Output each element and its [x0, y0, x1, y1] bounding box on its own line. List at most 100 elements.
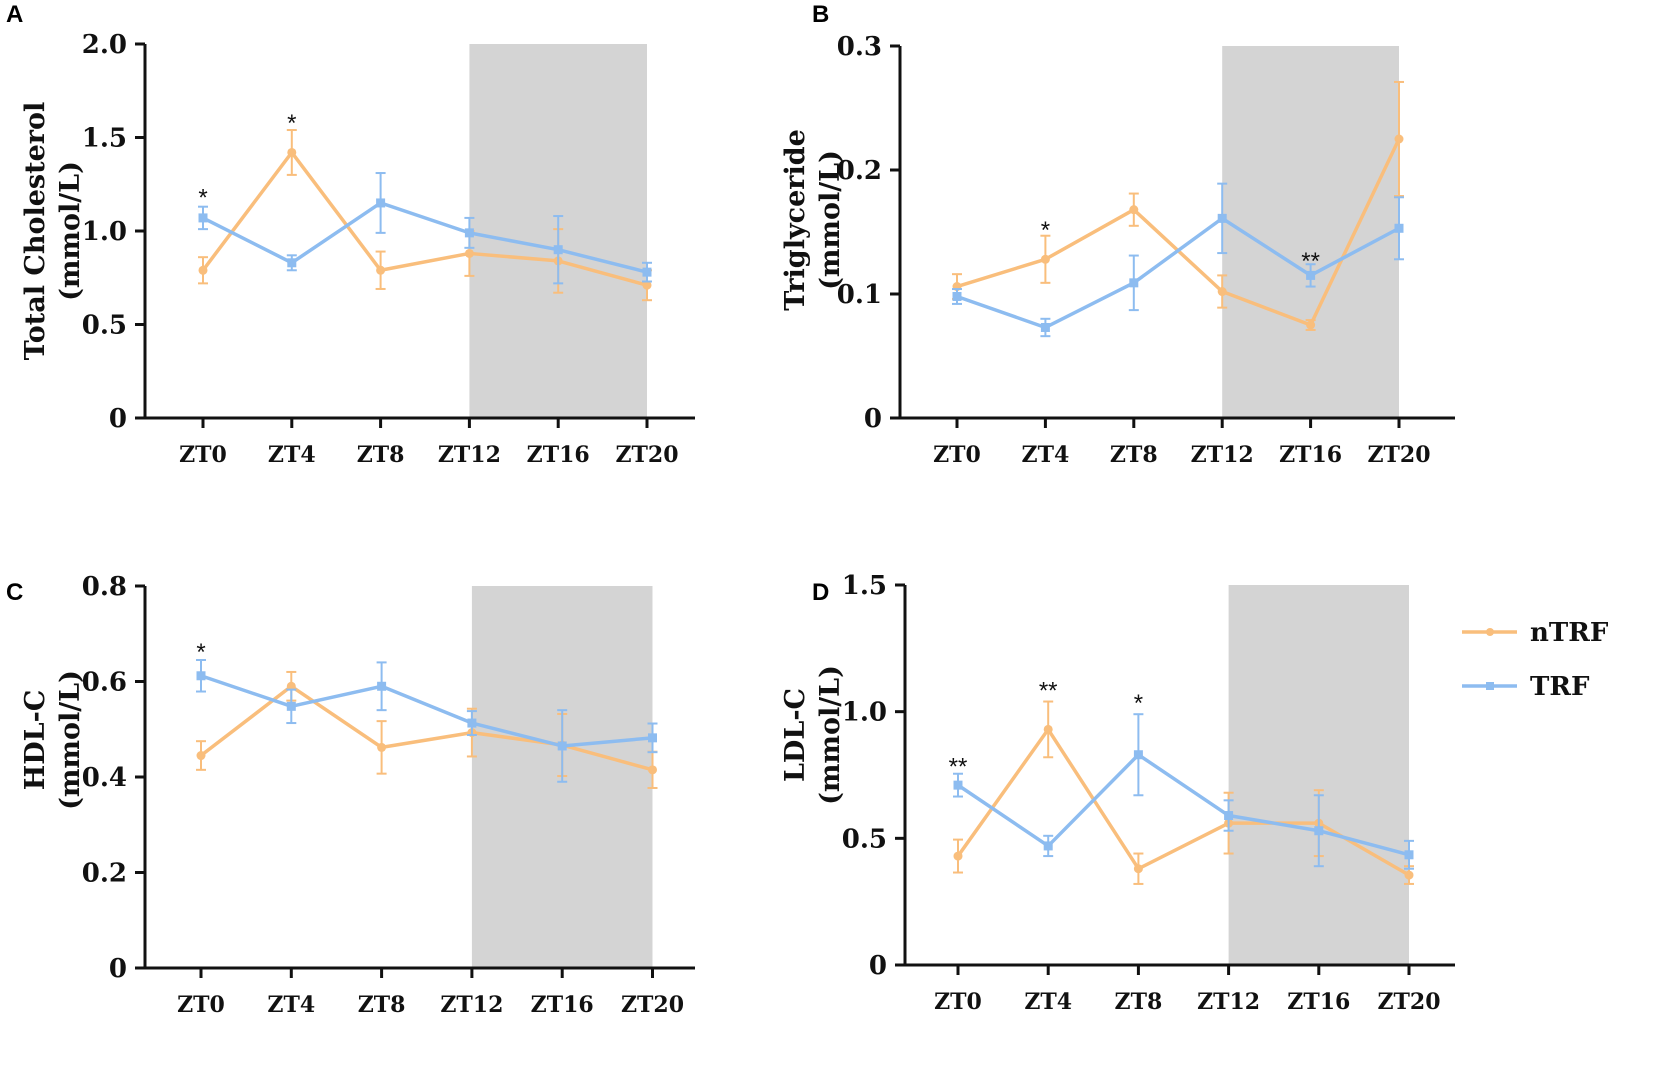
significance-marker: **: [949, 753, 968, 780]
data-point-ntrf: [198, 265, 208, 275]
legend: nTRF TRF: [1462, 618, 1609, 702]
significance-marker: **: [1301, 248, 1320, 275]
significance-marker: **: [1039, 677, 1058, 704]
legend-item-ntrf: nTRF: [1462, 618, 1609, 648]
y-tick-label: 0: [869, 951, 887, 981]
data-point-ntrf: [376, 265, 386, 275]
data-point-ntrf: [1306, 320, 1316, 330]
panel-label-a: A: [6, 1, 23, 28]
x-tick-label-zt8: ZT8: [358, 992, 406, 1018]
y-tick-label: 0.4: [82, 763, 127, 793]
x-tick-label-zt0: ZT0: [933, 442, 981, 468]
y-tick-label: 0.6: [82, 668, 127, 698]
panel-label-b: B: [812, 1, 829, 28]
data-point-ntrf: [1043, 724, 1053, 734]
data-point-trf: [1404, 850, 1414, 860]
x-tick-label-zt16: ZT16: [531, 992, 594, 1018]
data-point-trf: [1133, 750, 1143, 760]
x-tick-label-zt16: ZT16: [1287, 989, 1350, 1015]
data-point-trf: [464, 228, 474, 238]
data-point-ntrf: [1394, 134, 1404, 144]
y-tick-label: 0.8: [82, 572, 127, 602]
dark-phase-shade: [1222, 46, 1399, 418]
series-line-ntrf: [201, 150, 648, 287]
x-tick-label-zt16: ZT16: [527, 442, 590, 468]
panel-label-d: D: [812, 579, 829, 606]
x-tick-label-zt12: ZT12: [438, 442, 501, 468]
y-tick-label: 2.0: [82, 30, 127, 60]
y-tick-label: 0.5: [82, 311, 127, 341]
y-axis-unit-label: (mmol/L): [55, 161, 86, 301]
x-tick-label-zt20: ZT20: [621, 992, 684, 1018]
y-tick-label: 0.5: [842, 824, 887, 854]
y-tick-label: 1.5: [82, 124, 127, 154]
legend-item-trf: TRF: [1462, 672, 1590, 702]
significance-marker: *: [1041, 217, 1050, 244]
data-point-trf: [1224, 811, 1234, 821]
series-line-ntrf: [956, 727, 1410, 877]
significance-marker: *: [198, 185, 207, 212]
series-trf: [196, 659, 658, 783]
y-axis-unit-label: (mmol/L): [815, 150, 846, 290]
x-tick-label-zt12: ZT12: [1197, 989, 1260, 1015]
x-tick-label-zt4: ZT4: [267, 992, 315, 1018]
data-point-trf: [1043, 841, 1053, 851]
series-line-trf: [200, 674, 653, 748]
data-point-trf: [648, 733, 657, 743]
x-tick-label-zt20: ZT20: [1367, 442, 1430, 468]
x-tick-label-zt4: ZT4: [1024, 989, 1072, 1015]
data-point-trf: [953, 780, 963, 790]
data-point-trf: [198, 213, 208, 223]
x-tick-label-zt0: ZT0: [179, 442, 227, 468]
panel-d: D 0 0.5 1.0 1.5 ZT0 ZT4 ZT8 ZT12 ZT16 ZT20 LDL-C (m…: [780, 571, 1455, 1015]
significance-marker: *: [1134, 690, 1143, 717]
data-point-trf: [196, 671, 206, 681]
data-point-ntrf: [648, 765, 657, 775]
series-trf: [953, 713, 1414, 870]
series-line-trf: [202, 201, 648, 274]
data-point-ntrf: [1404, 870, 1414, 880]
data-point-trf: [1394, 223, 1404, 233]
legend-marker-ntrf: [1486, 628, 1494, 636]
data-point-ntrf: [286, 681, 296, 691]
data-point-trf: [557, 741, 567, 751]
data-point-trf: [286, 701, 296, 711]
data-point-trf: [376, 198, 386, 208]
data-point-ntrf: [642, 280, 652, 290]
dark-phase-shade: [1228, 585, 1409, 965]
legend-marker-trf: [1486, 682, 1494, 690]
x-tick-label-zt20: ZT20: [615, 442, 678, 468]
legend-label-ntrf: nTRF: [1530, 618, 1609, 648]
data-point-trf: [1314, 826, 1324, 836]
x-tick-label-zt4: ZT4: [1022, 442, 1070, 468]
x-tick-label-zt20: ZT20: [1377, 989, 1440, 1015]
series-trf: [952, 182, 1404, 338]
y-tick-label: 1.0: [842, 698, 887, 728]
y-axis-label: Triglyceride: [780, 129, 811, 311]
x-tick-label-zt8: ZT8: [1110, 442, 1158, 468]
y-axis-unit-label: (mmol/L): [55, 670, 86, 810]
data-point-ntrf: [953, 851, 963, 861]
series-trf: [198, 172, 652, 285]
x-tick-label-zt8: ZT8: [357, 442, 405, 468]
y-tick-label: 0: [109, 954, 127, 984]
panel-a: A 0 0.5 1.0 1.5 2.0 ZT0 ZT4 ZT8 ZT12 ZT16 ZT20 Tota…: [6, 1, 695, 468]
data-point-trf: [1129, 278, 1139, 288]
data-point-ntrf: [1133, 864, 1143, 874]
x-tick-label-zt12: ZT12: [440, 992, 503, 1018]
data-point-ntrf: [1040, 254, 1050, 264]
y-tick-label: 0.2: [837, 156, 882, 186]
y-tick-label: 0: [864, 404, 882, 434]
data-point-ntrf: [1129, 205, 1139, 215]
x-tick-label-zt8: ZT8: [1115, 989, 1163, 1015]
data-point-ntrf: [196, 751, 206, 761]
y-axis-label: LDL-C: [780, 688, 811, 782]
data-point-trf: [1040, 322, 1050, 332]
data-point-trf: [1217, 213, 1227, 223]
x-tick-label-zt12: ZT12: [1191, 442, 1254, 468]
y-axis-label: Total Cholesterol: [20, 102, 51, 361]
y-axis-label: HDL-C: [20, 690, 51, 791]
series-line-trf: [957, 752, 1410, 857]
y-tick-label: 0.2: [82, 859, 127, 889]
